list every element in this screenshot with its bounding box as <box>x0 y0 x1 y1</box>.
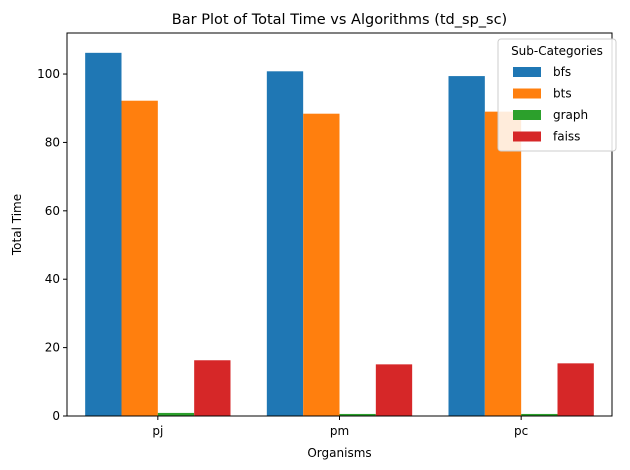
chart-title: Bar Plot of Total Time vs Algorithms (td… <box>172 12 507 28</box>
bar-bts-pc <box>484 111 522 417</box>
legend-items: bfs bts graph faiss <box>513 65 588 144</box>
bar-bfs-pj <box>85 52 122 416</box>
legend-swatch-bts <box>513 88 541 99</box>
y-tick-label: 80 <box>45 135 60 149</box>
legend-title: Sub-Categories <box>511 44 603 58</box>
bar-graph-pm <box>339 413 376 416</box>
bar-bfs-pm <box>266 71 304 417</box>
legend-swatch-bfs <box>513 67 541 77</box>
bar-bts-pm <box>303 113 340 416</box>
x-axis: pj pm pc <box>152 416 528 438</box>
x-tick-label-pc: pc <box>514 424 528 438</box>
bar-graph-pj <box>157 412 195 416</box>
legend-label-graph: graph <box>553 108 588 122</box>
legend-label-bts: bts <box>553 87 572 101</box>
x-axis-label: Organisms <box>307 446 371 460</box>
bar-bfs-pc <box>448 76 485 416</box>
y-tick-label: 100 <box>37 67 60 81</box>
y-tick-label: 60 <box>45 204 60 218</box>
bar-bts-pj <box>121 100 158 417</box>
x-tick-label-pj: pj <box>152 424 163 438</box>
bar-graph-pc <box>521 413 558 416</box>
y-tick-label: 20 <box>45 341 60 355</box>
x-tick-label-pm: pm <box>330 424 349 438</box>
y-axis-label: Total Time <box>10 194 24 256</box>
y-tick-label: 40 <box>45 272 60 286</box>
legend-swatch-faiss <box>513 131 541 142</box>
y-axis: 0 20 40 60 80 100 <box>37 67 67 423</box>
legend: Sub-Categories bfs bts graph faiss <box>497 38 617 152</box>
legend-swatch-graph <box>513 110 541 120</box>
bar-faiss-pj <box>194 360 231 416</box>
legend-label-bfs: bfs <box>553 65 571 79</box>
y-tick-label: 0 <box>52 409 60 423</box>
legend-label-faiss: faiss <box>553 130 580 144</box>
bar-faiss-pm <box>375 364 413 416</box>
bar-faiss-pc <box>557 363 594 416</box>
plot-area <box>85 52 594 417</box>
